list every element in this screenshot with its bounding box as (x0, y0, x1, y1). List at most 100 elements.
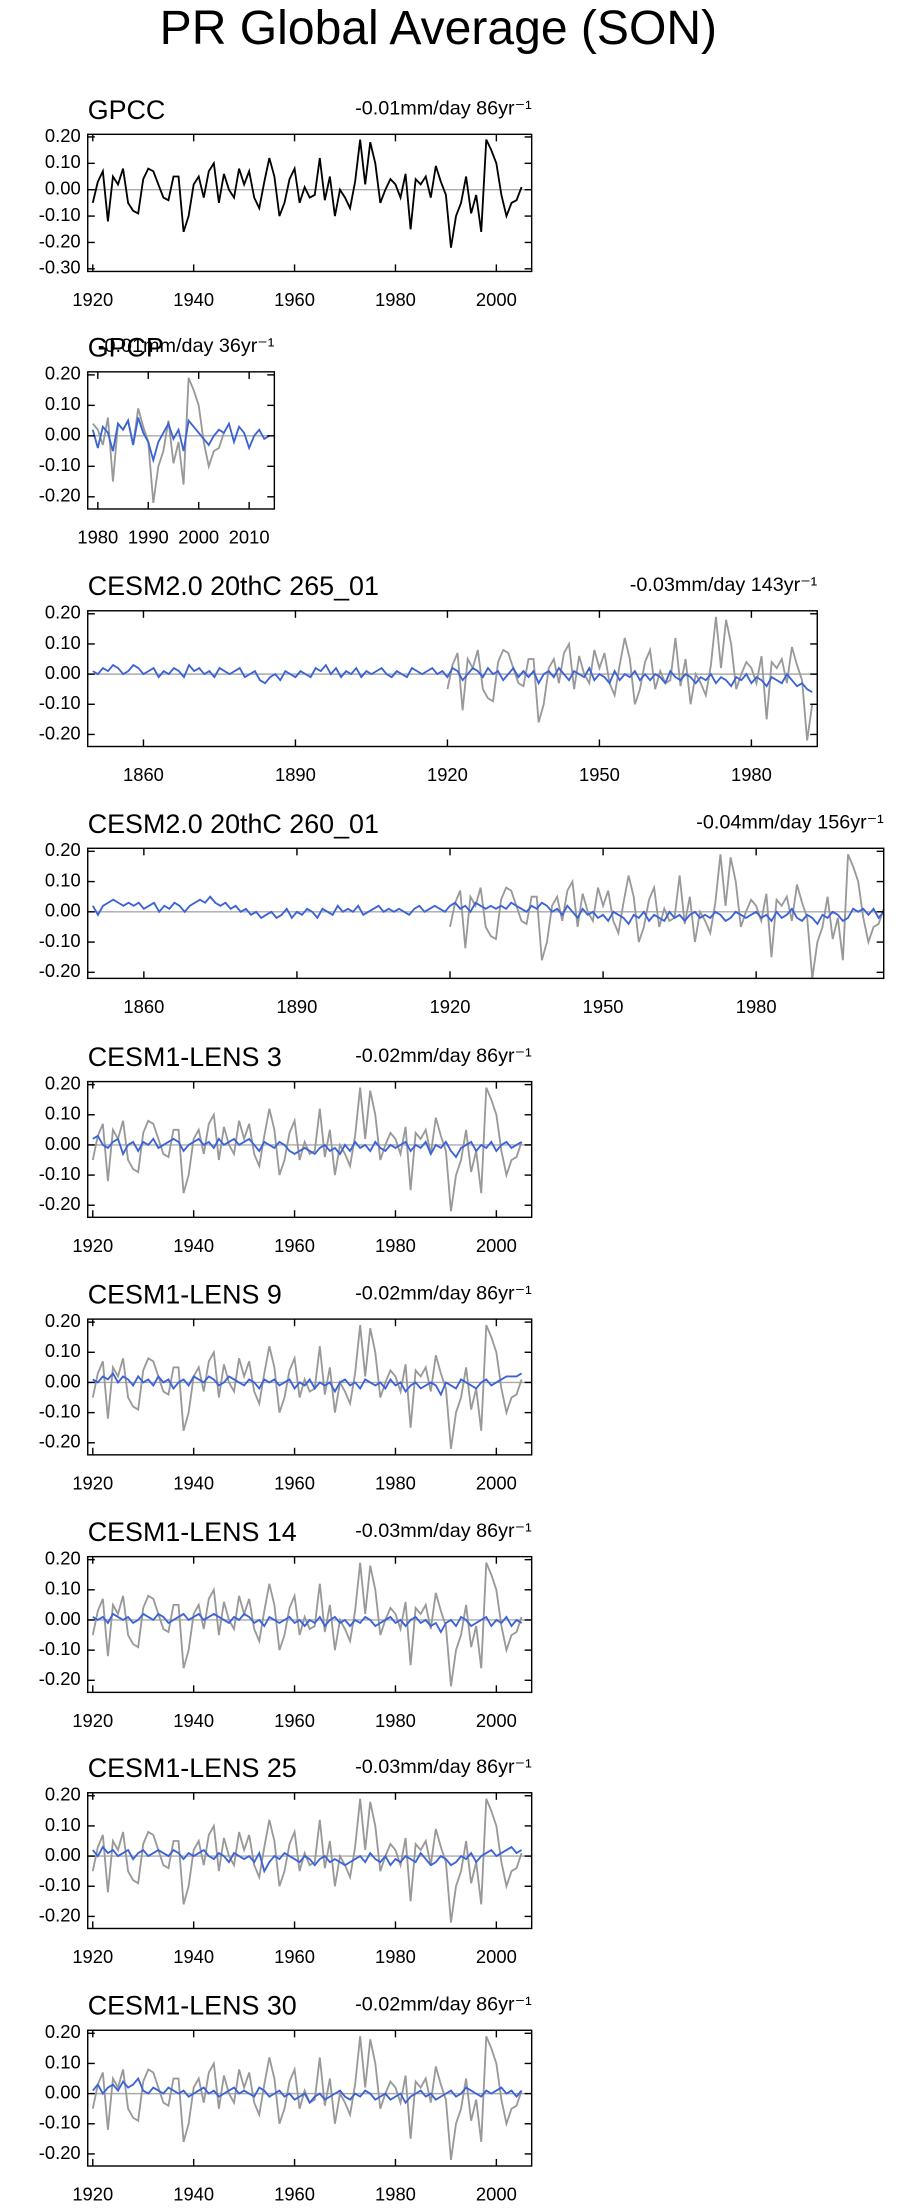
y-tick-label: -0.20 (39, 722, 81, 743)
y-tick-label: 0.20 (45, 602, 81, 623)
data-line (92, 1612, 523, 1634)
x-tick-label: 1920 (72, 2184, 113, 2205)
x-tick-label: 1980 (375, 1472, 416, 1493)
data-line (92, 2076, 523, 2105)
y-tick-label: 0.00 (45, 662, 81, 683)
y-tick-label: -0.10 (39, 930, 81, 951)
plot-frame (87, 610, 818, 748)
x-tick-label: 1940 (173, 289, 214, 310)
panel: 0.20 0.10 0.00 -0.10 -0.20 1980 1990 2000 2010 GP… (39, 332, 276, 548)
trend-annotation: -0.03mm/day 143yr⁻¹ (630, 574, 818, 596)
trend-annotation: -0.02mm/day 86yr⁻¹ (355, 1993, 532, 2015)
y-tick-label: 0.20 (45, 2021, 81, 2042)
x-tick-label: 1940 (173, 1472, 214, 1493)
y-tick-label: -0.20 (39, 960, 81, 981)
data-line (92, 895, 885, 926)
data-line (446, 616, 814, 741)
x-tick-label: 1920 (72, 1235, 113, 1256)
y-tick-label: 0.00 (45, 178, 81, 199)
x-tick-label: 1980 (375, 1946, 416, 1967)
x-tick-label: 2000 (476, 1946, 517, 1967)
trend-annotation: -0.01mm/day 86yr⁻¹ (355, 98, 532, 120)
y-tick-label: -0.10 (39, 454, 81, 475)
y-tick-label: 0.10 (45, 632, 81, 653)
x-tick-label: 1960 (274, 2184, 315, 2205)
y-tick-label: -0.10 (39, 692, 81, 713)
x-tick-label: 2000 (476, 1472, 517, 1493)
y-tick-label: -0.20 (39, 1431, 81, 1452)
data-line (92, 663, 813, 694)
panel: 0.20 0.10 0.00 -0.10 -0.20 1860 1890 1920 1950 19… (39, 571, 818, 785)
x-tick-label: 1960 (274, 1235, 315, 1256)
y-tick-label: -0.10 (39, 204, 81, 225)
y-tick-label: 0.10 (45, 2051, 81, 2072)
x-tick-label: 1940 (173, 1710, 214, 1731)
panel: 0.20 0.10 0.00 -0.10 -0.20 1860 1890 1920 1950 19… (39, 809, 885, 1017)
x-tick-label: 1920 (427, 764, 468, 785)
x-tick-label: 1920 (430, 996, 471, 1017)
x-tick-label: 1980 (375, 2184, 416, 2205)
plot-frame (87, 133, 533, 273)
y-tick-label: 0.00 (45, 1133, 81, 1154)
panel-title: CESM1-LENS 30 (88, 1991, 297, 2021)
plot-frame (87, 2029, 533, 2167)
x-tick-label: 1980 (77, 527, 118, 548)
y-tick-label: 0.20 (45, 363, 81, 384)
plot-frame (87, 847, 885, 980)
panel-title: CESM1-LENS 9 (88, 1280, 282, 1310)
trend-annotation: -0.01mm/day 36yr⁻¹ (98, 335, 275, 357)
panel: 0.20 0.10 0.00 -0.10 -0.20 1920 1940 1960 1980 20… (39, 1753, 533, 1967)
y-tick-label: 0.20 (45, 1548, 81, 1569)
y-tick-label: 0.00 (45, 1370, 81, 1391)
panel: 0.20 0.10 0.00 -0.10 -0.20 1920 1940 1960 1980 20… (39, 1517, 533, 1731)
y-tick-label: -0.10 (39, 1400, 81, 1421)
y-tick-label: -0.10 (39, 1163, 81, 1184)
x-tick-label: 1890 (275, 764, 316, 785)
y-tick-label: 0.00 (45, 424, 81, 445)
x-tick-label: 1950 (583, 996, 624, 1017)
panel-title: GPCP (88, 332, 164, 362)
data-line (92, 1845, 523, 1874)
y-tick-label: -0.20 (39, 230, 81, 251)
plot-frame (87, 1555, 533, 1694)
panel-title: CESM1-LENS 3 (88, 1042, 282, 1072)
y-tick-label: 0.10 (45, 1578, 81, 1599)
x-tick-label: 1920 (72, 1946, 113, 1967)
x-tick-label: 1980 (375, 1235, 416, 1256)
data-line (91, 1798, 523, 1923)
x-tick-label: 1890 (277, 996, 318, 1017)
y-tick-label: 0.00 (45, 1844, 81, 1865)
y-tick-label: -0.20 (39, 1668, 81, 1689)
panel-title: CESM1-LENS 25 (88, 1753, 297, 1783)
x-tick-label: 1960 (274, 289, 315, 310)
panel: 0.20 0.10 0.00 -0.10 -0.20 1920 1940 1960 1980 20… (39, 1991, 533, 2205)
y-tick-label: -0.10 (39, 1874, 81, 1895)
x-tick-label: 2000 (476, 1710, 517, 1731)
panel-title: GPCC (88, 95, 166, 125)
x-tick-label: 2000 (476, 289, 517, 310)
y-tick-label: 0.10 (45, 393, 81, 414)
plot-frame (87, 1080, 533, 1219)
x-tick-label: 2000 (178, 527, 219, 548)
y-tick-label: 0.20 (45, 839, 81, 860)
data-line (92, 377, 225, 504)
y-tick-label: -0.20 (39, 485, 81, 506)
x-tick-label: 2000 (476, 1235, 517, 1256)
data-line (92, 1134, 523, 1159)
x-tick-label: 1980 (731, 764, 772, 785)
data-line (91, 1324, 523, 1449)
y-tick-label: -0.10 (39, 2112, 81, 2133)
y-tick-label: 0.20 (45, 125, 81, 146)
y-tick-label: 0.00 (45, 1608, 81, 1629)
trend-annotation: -0.02mm/day 86yr⁻¹ (355, 1045, 532, 1067)
panel-title: CESM2.0 20thC 260_01 (88, 809, 379, 839)
x-tick-label: 1980 (375, 1710, 416, 1731)
x-tick-label: 2010 (229, 527, 270, 548)
x-tick-label: 1940 (173, 1946, 214, 1967)
figure-title: PR Global Average (SON) (160, 1, 717, 55)
trend-annotation: -0.03mm/day 86yr⁻¹ (355, 1756, 532, 1778)
x-tick-label: 1980 (736, 996, 777, 1017)
x-tick-label: 1960 (274, 1710, 315, 1731)
